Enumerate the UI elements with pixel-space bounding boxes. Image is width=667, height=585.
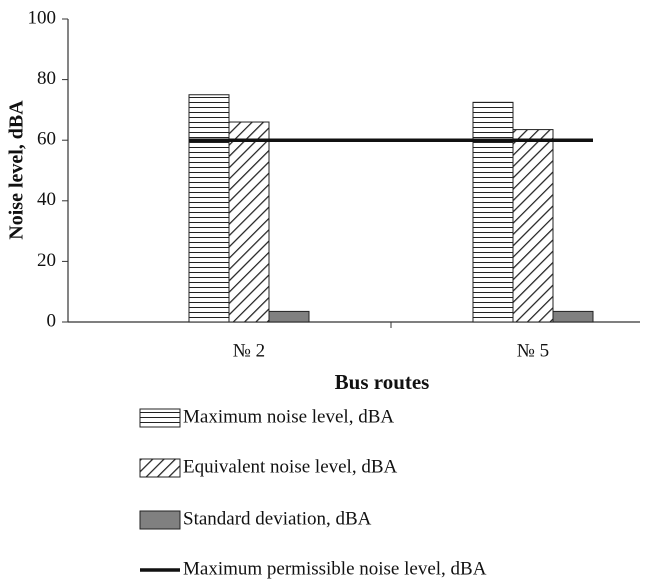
x-axis-title: Bus routes [335, 370, 430, 394]
legend-label: Equivalent noise level, dBA [183, 456, 398, 477]
legend-swatch [139, 458, 181, 478]
y-tick-label: 80 [37, 68, 56, 89]
y-tick-label: 20 [37, 250, 56, 271]
y-axis-title: Noise level, dBA [6, 100, 28, 240]
bar [552, 310, 594, 323]
bar [188, 94, 230, 323]
legend-label: Standard deviation, dBA [183, 508, 372, 529]
y-tick-label: 40 [37, 189, 56, 210]
legend-swatch [139, 510, 181, 530]
x-tick-label: № 2 [233, 340, 265, 361]
x-tick-label: № 5 [517, 340, 549, 361]
legend-label: Maximum permissible noise level, dBA [183, 558, 487, 579]
bar [228, 121, 270, 323]
y-tick-label: 60 [37, 129, 56, 150]
legend-label: Maximum noise level, dBA [183, 406, 394, 427]
y-tick-label: 100 [28, 7, 57, 28]
bar [512, 129, 554, 323]
y-tick-label: 0 [47, 310, 57, 331]
bar [268, 310, 310, 323]
legend-swatch [139, 408, 181, 428]
bar [472, 101, 514, 323]
